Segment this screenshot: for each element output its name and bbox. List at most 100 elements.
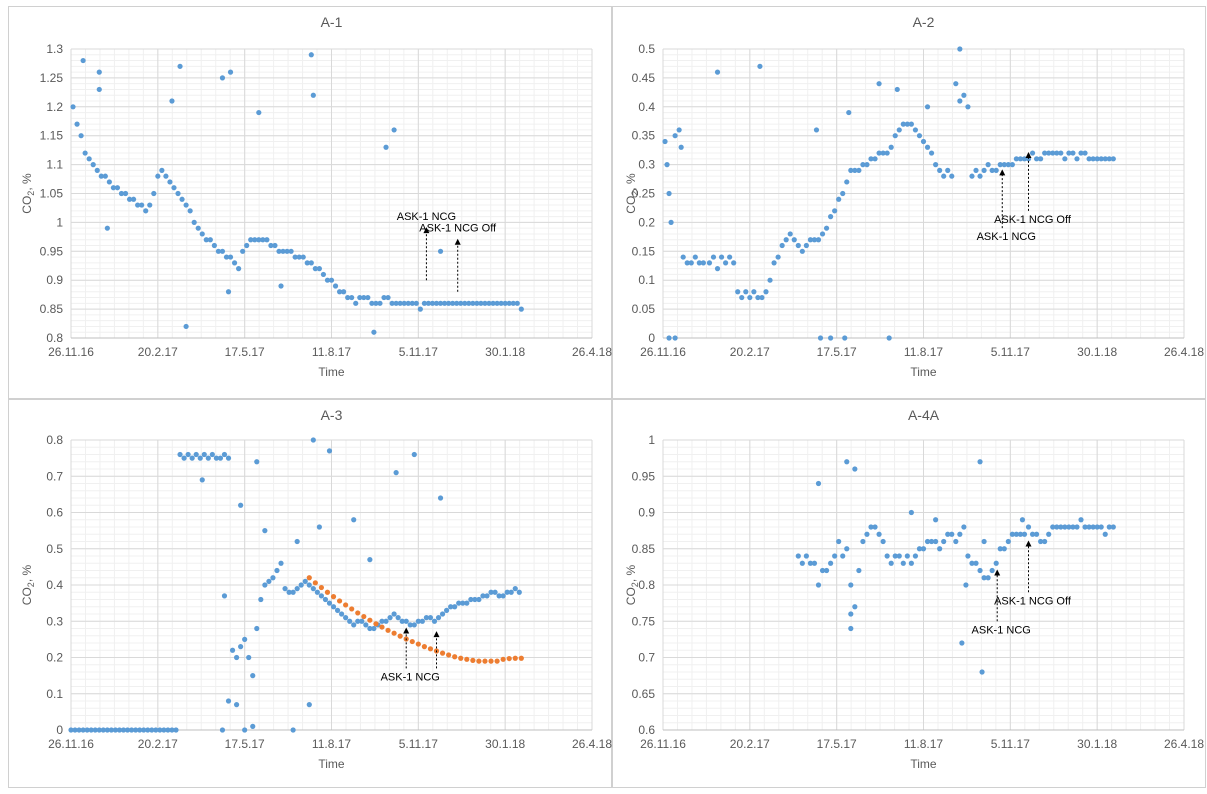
x-tick-label: 26.11.16 bbox=[640, 737, 686, 751]
data-point bbox=[353, 300, 359, 306]
y-tick-label: 0.95 bbox=[632, 469, 656, 483]
data-point bbox=[102, 173, 108, 179]
data-point bbox=[662, 138, 668, 145]
data-point bbox=[397, 633, 403, 639]
data-point bbox=[391, 127, 397, 133]
data-point bbox=[844, 459, 850, 465]
data-point bbox=[945, 167, 951, 173]
data-point bbox=[197, 455, 203, 461]
data-point bbox=[799, 560, 805, 566]
y-tick-label: 0.2 bbox=[46, 651, 63, 665]
annotation-label: ASK-1 NCG bbox=[381, 671, 440, 683]
data-point bbox=[238, 502, 244, 508]
data-point bbox=[904, 121, 910, 127]
data-point bbox=[343, 615, 349, 621]
data-point bbox=[215, 248, 222, 254]
data-point bbox=[322, 596, 329, 603]
data-point bbox=[413, 300, 419, 306]
y-tick-label: 0.4 bbox=[46, 578, 63, 592]
data-point bbox=[514, 300, 520, 306]
data-point bbox=[446, 652, 452, 658]
data-point bbox=[1019, 517, 1026, 523]
data-point bbox=[383, 618, 389, 624]
y-tick-label: 1 bbox=[648, 433, 655, 447]
data-point bbox=[852, 604, 858, 610]
data-point bbox=[92, 727, 98, 733]
data-point bbox=[242, 636, 248, 642]
data-point bbox=[1054, 150, 1060, 156]
data-point bbox=[912, 553, 919, 559]
data-point bbox=[868, 524, 874, 530]
y-tick-label: 0.35 bbox=[632, 129, 656, 143]
chart-a1: 0.8 0.85 0.9 0.95 1 1.05 1.1 1.15 1.2 1.25 1.3 26.1… bbox=[20, 14, 612, 379]
x-axis-label: Time bbox=[910, 365, 937, 379]
data-point bbox=[421, 644, 427, 650]
data-point bbox=[195, 225, 201, 231]
data-point bbox=[219, 248, 226, 254]
data-point bbox=[421, 300, 427, 306]
data-point bbox=[819, 231, 826, 237]
y-axis-label-main: CO bbox=[20, 587, 34, 605]
data-point bbox=[815, 237, 822, 243]
annotation-arrowhead bbox=[1025, 540, 1032, 547]
data-point bbox=[302, 578, 308, 584]
data-point bbox=[832, 553, 838, 559]
series-1 bbox=[306, 575, 524, 664]
data-point bbox=[294, 538, 300, 545]
data-point bbox=[512, 655, 518, 661]
y-tick-label: 1.25 bbox=[40, 71, 64, 85]
data-point bbox=[252, 237, 258, 243]
data-point bbox=[872, 524, 878, 530]
data-point bbox=[80, 727, 86, 733]
y-tick-label: 0.45 bbox=[632, 71, 656, 85]
data-point bbox=[411, 622, 417, 628]
data-point bbox=[846, 109, 852, 116]
data-point bbox=[324, 277, 331, 283]
data-point bbox=[76, 727, 82, 733]
data-point bbox=[668, 219, 674, 225]
y-tick-label: 1.2 bbox=[46, 100, 63, 114]
data-point bbox=[254, 625, 260, 632]
data-point bbox=[126, 196, 133, 202]
data-point bbox=[894, 86, 900, 93]
data-point bbox=[320, 271, 327, 278]
data-point bbox=[892, 553, 898, 559]
data-point bbox=[848, 611, 854, 617]
data-point bbox=[72, 727, 78, 733]
y-tick-label: 1.1 bbox=[46, 158, 63, 172]
data-point bbox=[896, 127, 902, 133]
annotation-label: ASK-1 NCG bbox=[977, 231, 1036, 243]
data-point bbox=[692, 254, 698, 260]
data-point bbox=[233, 702, 240, 708]
data-point bbox=[985, 575, 991, 581]
y-axis-label: CO2, % bbox=[20, 173, 36, 214]
y-axis-label-subscript: 2 bbox=[26, 582, 36, 587]
data-point bbox=[953, 538, 959, 545]
data-point bbox=[151, 190, 157, 197]
data-point bbox=[304, 260, 310, 266]
data-point bbox=[832, 208, 838, 214]
data-point bbox=[811, 237, 818, 243]
data-point bbox=[387, 615, 393, 621]
data-point bbox=[286, 589, 292, 595]
data-point bbox=[397, 300, 403, 306]
data-point bbox=[341, 289, 347, 295]
data-point bbox=[872, 156, 878, 162]
data-point bbox=[435, 615, 442, 621]
data-point bbox=[181, 455, 187, 461]
data-point bbox=[423, 615, 430, 621]
data-point bbox=[888, 144, 894, 150]
data-point bbox=[137, 727, 143, 733]
y-tick-label: 0.3 bbox=[46, 614, 63, 628]
data-point bbox=[250, 723, 256, 729]
data-point bbox=[856, 167, 862, 173]
data-point bbox=[452, 604, 458, 610]
data-point bbox=[262, 582, 268, 588]
data-point bbox=[482, 300, 488, 306]
x-tick-label: 11.8.17 bbox=[312, 345, 351, 359]
data-point bbox=[470, 300, 476, 306]
y-axis-label-main: CO bbox=[624, 587, 638, 605]
data-point bbox=[775, 254, 781, 260]
data-point bbox=[492, 589, 498, 595]
data-point bbox=[472, 596, 478, 603]
